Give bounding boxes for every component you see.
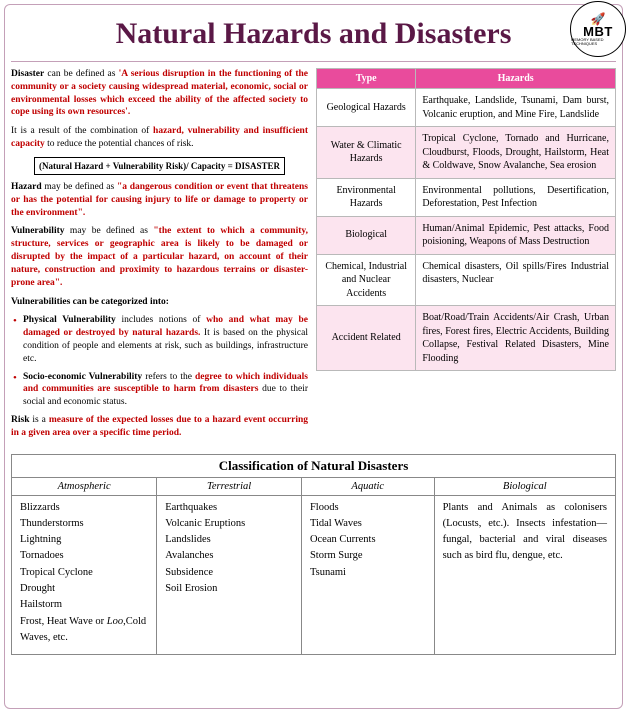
page-title: Natural Hazards and Disasters — [11, 11, 616, 62]
table-row: Accident RelatedBoat/Road/Train Accident… — [317, 306, 616, 371]
table-row: Chemical, Industrial and Nuclear Acciden… — [317, 254, 616, 306]
table-row: BiologicalHuman/Animal Epidemic, Pest at… — [317, 216, 616, 254]
physical-vulnerability-item: Physical Vulnerability includes notions … — [23, 314, 308, 365]
logo-text: MBT — [583, 25, 613, 38]
socio-economic-vulnerability-item: Socio-economic Vulnerability refers to t… — [23, 371, 308, 409]
table-row: Water & Climatic HazardsTropical Cyclone… — [317, 127, 616, 179]
mbt-logo: 🚀 MBT MEMORY BASED TECHNIQUES — [570, 1, 626, 57]
col-hazards: Hazards — [416, 69, 616, 89]
risk-paragraph: Risk is a measure of the expected losses… — [11, 414, 308, 440]
vulnerability-categories-intro: Vulnerabilities can be categorized into: — [11, 296, 308, 309]
disaster-formula: (Natural Hazard + Vulnerability Risk)/ C… — [34, 157, 285, 175]
hazards-table-column: Type Hazards Geological HazardsEarthquak… — [316, 68, 616, 446]
combination-paragraph: It is a result of the combination of haz… — [11, 125, 308, 151]
two-column-layout: Disaster can be defined as 'A serious di… — [11, 68, 616, 446]
disaster-paragraph: Disaster can be defined as 'A serious di… — [11, 68, 308, 119]
page-container: 🚀 MBT MEMORY BASED TECHNIQUES Natural Ha… — [4, 4, 623, 709]
classification-title: Classification of Natural Disasters — [12, 455, 615, 477]
risk-term: Risk — [11, 415, 29, 425]
table-row: Environmental HazardsEnvironmental pollu… — [317, 178, 616, 216]
class-body-row: BlizzardsThunderstormsLightningTornadoes… — [12, 495, 615, 654]
col-atmospheric: Atmospheric — [12, 477, 157, 495]
vulnerability-term: Vulnerability — [11, 226, 65, 236]
class-header-row: Atmospheric Terrestrial Aquatic Biologic… — [12, 477, 615, 495]
logo-subtext: MEMORY BASED TECHNIQUES — [571, 38, 625, 46]
hazard-term: Hazard — [11, 182, 42, 192]
terrestrial-cell: EarthquakesVolcanic EruptionsLandslidesA… — [157, 495, 302, 654]
definitions-column: Disaster can be defined as 'A serious di… — [11, 68, 310, 446]
table-row: Geological HazardsEarthquake, Landslide,… — [317, 89, 616, 127]
classification-box: Classification of Natural Disasters Atmo… — [11, 454, 616, 655]
aquatic-cell: FloodsTidal WavesOcean CurrentsStorm Sur… — [301, 495, 434, 654]
atmospheric-cell: BlizzardsThunderstormsLightningTornadoes… — [12, 495, 157, 654]
vulnerability-paragraph: Vulnerability may be defined as "the ext… — [11, 225, 308, 289]
classification-table: Atmospheric Terrestrial Aquatic Biologic… — [12, 477, 615, 654]
col-terrestrial: Terrestrial — [157, 477, 302, 495]
rocket-icon: 🚀 — [591, 13, 606, 25]
table-header-row: Type Hazards — [317, 69, 616, 89]
hazards-table: Type Hazards Geological HazardsEarthquak… — [316, 68, 616, 371]
col-biological: Biological — [434, 477, 615, 495]
col-aquatic: Aquatic — [301, 477, 434, 495]
vulnerability-list: Physical Vulnerability includes notions … — [11, 314, 308, 409]
biological-cell: Plants and Animals as colonisers (Locust… — [434, 495, 615, 654]
hazard-paragraph: Hazard may be defined as "a dangerous co… — [11, 181, 308, 219]
disaster-term: Disaster — [11, 69, 44, 79]
risk-definition: measure of the expected losses due to a … — [11, 415, 308, 438]
col-type: Type — [317, 69, 416, 89]
